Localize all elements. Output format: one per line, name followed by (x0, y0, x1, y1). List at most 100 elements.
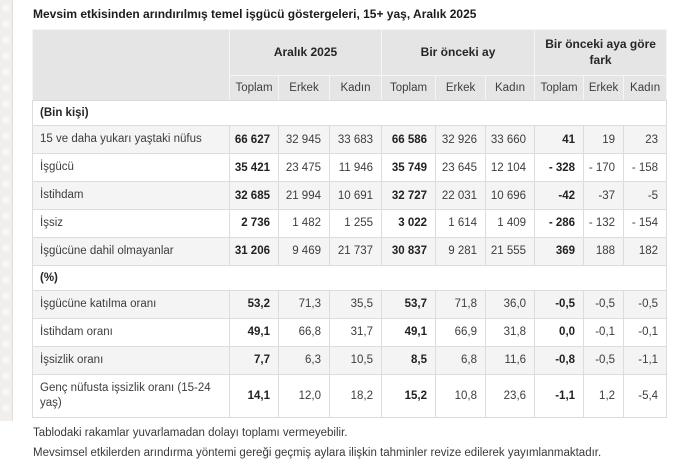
cell-value: -0,5 (534, 289, 585, 319)
cell-value: 33 660 (485, 125, 536, 155)
cell-value: 3 022 (381, 209, 437, 238)
cell-value: 15,2 (381, 373, 437, 418)
cell-value: 21 555 (485, 236, 536, 266)
cell-value: 35,5 (328, 289, 383, 319)
cell-value: -37 (583, 181, 625, 210)
sub-header-female: Kadın (328, 75, 383, 102)
cell-value: 6,3 (278, 345, 330, 375)
cell-value: -0,8 (534, 345, 585, 375)
table-row: İşgücüne dahil olmayanlar 31 206 9 469 21 7… (32, 236, 668, 266)
cell-value: 1,2 (583, 373, 625, 418)
cell-value: 31,8 (485, 317, 536, 347)
cell-value: 10,8 (435, 373, 487, 418)
table-row: İşsiz 2 736 1 482 1 255 3 022 1 614 1 409- 286… (32, 209, 668, 238)
cell-value: 53,2 (229, 289, 279, 319)
sub-header-male: Erkek (435, 75, 487, 102)
sub-header-total: Toplam (534, 75, 585, 102)
row-label: 15 ve daha yukarı yaştaki nüfus (32, 125, 230, 155)
row-label: İşsiz (32, 209, 230, 238)
cell-value: -1,1 (623, 345, 668, 375)
column-group-previous-month: Bir önceki ay (381, 28, 536, 77)
cell-value: 1 482 (278, 209, 330, 238)
cell-value: 9 281 (435, 236, 487, 266)
sub-header-row: Toplam Erkek Kadın Toplam Erkek Kadın To… (33, 75, 668, 102)
cell-value: - 132 (583, 209, 625, 238)
cell-value: 10 691 (328, 181, 383, 210)
cell-value: 1 409 (485, 209, 536, 238)
cell-value: 23 475 (278, 153, 330, 183)
table-row: İstihdam 32 685 21 994 10 691 32 727 22 031 10… (32, 181, 668, 210)
cell-value: 11 946 (328, 153, 383, 183)
cell-value: 53,7 (381, 289, 437, 319)
sub-header-total: Toplam (229, 75, 279, 102)
cell-value: 369 (534, 236, 585, 266)
cell-value: 71,3 (278, 289, 330, 319)
cell-value: -1,1 (534, 373, 585, 418)
cell-value: 36,0 (485, 289, 536, 319)
sub-header-male: Erkek (583, 75, 625, 102)
cell-value: 22 031 (435, 181, 487, 210)
table-row: Genç nüfusta işsizlik oranı (15-24 yaş) 1… (32, 373, 668, 418)
cell-value: 35 749 (381, 153, 437, 183)
cell-value: 41 (534, 125, 585, 155)
cell-value: -5,4 (623, 373, 668, 418)
row-label: Genç nüfusta işsizlik oranı (15-24 yaş) (32, 373, 230, 418)
cell-value: 182 (623, 236, 668, 266)
column-group-header-row: Aralık 2025 Bir önceki ay Bir önceki aya… (32, 28, 668, 102)
footnote: Mevsimsel etkilerden arındırma yöntemi g… (33, 446, 602, 459)
cell-value: 10,5 (328, 345, 383, 375)
table-row: İşgücüne katılma oranı 53,2 71,3 35,5 53,7 71… (32, 289, 668, 319)
cell-value: 23,6 (485, 373, 536, 418)
cell-value: 19 (583, 125, 625, 155)
table-body: (Bin kişi) 15 ve daha yukarı yaştaki nüfu… (31, 100, 668, 418)
cell-value: 49,1 (381, 317, 437, 347)
cell-value: 18,2 (328, 373, 383, 418)
cell-value: 8,5 (381, 345, 437, 375)
column-group-difference: Bir önceki aya göre fark (534, 28, 668, 77)
report-content: Mevsim etkisinden arındırılmış temel işg… (31, 4, 668, 467)
cell-value: 12,0 (278, 373, 330, 418)
cell-value: -5 (623, 181, 668, 210)
cell-value: 23 645 (435, 153, 487, 183)
column-group-current-month: Aralık 2025 (228, 28, 383, 77)
cell-value: -0,5 (623, 289, 668, 319)
cell-value: 7,7 (229, 345, 279, 375)
cell-value: -42 (534, 181, 585, 210)
cell-value: 9 469 (278, 236, 330, 266)
table-row: İşgücü 35 421 23 475 11 946 35 749 23 645 12 1… (32, 153, 668, 183)
row-label: İstihdam oranı (32, 317, 230, 347)
cell-value: 188 (583, 236, 625, 266)
cell-value: - 154 (623, 209, 668, 238)
cell-value: 66 627 (229, 125, 279, 155)
cell-value: -0,5 (583, 289, 625, 319)
section-header-row: (Bin kişi) (31, 100, 668, 127)
cell-value: 66,9 (435, 317, 487, 347)
sub-header-total: Toplam (381, 75, 437, 102)
cell-value: 32 685 (229, 181, 279, 210)
cell-value: 35 421 (229, 153, 279, 183)
row-label: İşsizlik oranı (32, 345, 230, 375)
cell-value: 32 727 (381, 181, 437, 210)
cell-value: 23 (623, 125, 668, 155)
section-label: (Bin kişi) (31, 100, 668, 127)
cell-value: 21 737 (328, 236, 383, 266)
cell-value: 71,8 (435, 289, 487, 319)
cell-value: 32 945 (278, 125, 330, 155)
cell-value: 31 206 (229, 236, 279, 266)
cell-value: 10 696 (485, 181, 536, 210)
cell-value: 21 994 (278, 181, 330, 210)
cell-value: 0,0 (534, 317, 585, 347)
cell-value: - 170 (583, 153, 625, 183)
cell-value: - 158 (623, 153, 668, 183)
row-label: İşgücü (32, 153, 230, 183)
cell-value: -0,1 (583, 317, 625, 347)
row-label: İşgücüne katılma oranı (32, 289, 230, 319)
footnotes: Tablodaki rakamlar yuvarlamadan dolayı t… (33, 427, 666, 459)
cell-value: 33 683 (328, 125, 383, 155)
corner-cell (32, 28, 230, 102)
table-row: İşsizlik oranı 7,7 6,3 10,5 8,5 6,8 11,6 -0,8 -0… (32, 345, 668, 375)
cell-value: 66 586 (381, 125, 437, 155)
cell-value: 11,6 (485, 345, 536, 375)
sub-header-female: Kadın (485, 75, 536, 102)
table-row: 15 ve daha yukarı yaştaki nüfus 66 627 32 … (32, 125, 668, 155)
